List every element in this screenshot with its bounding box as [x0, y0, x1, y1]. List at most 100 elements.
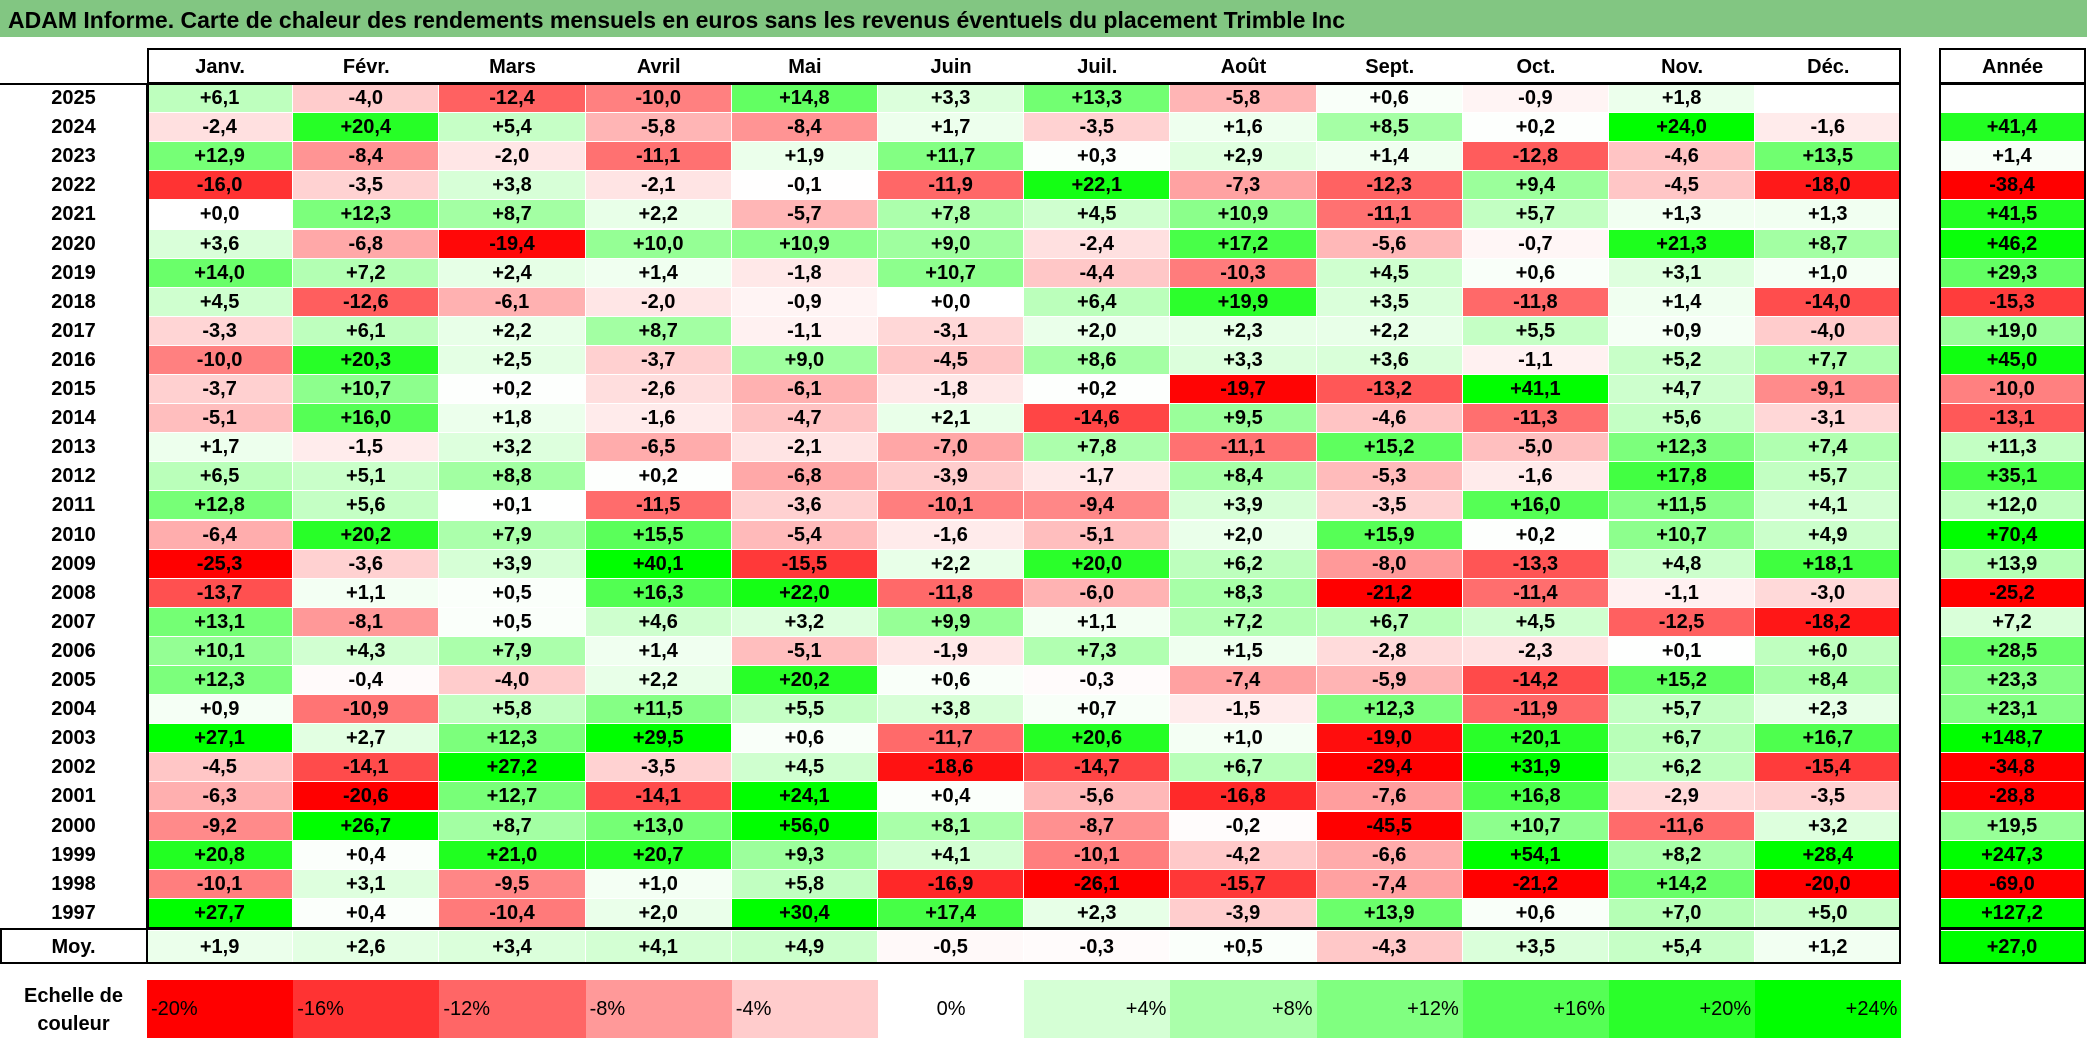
heatmap-cell: +1,4 — [585, 636, 732, 666]
annual-cell: +70,4 — [1939, 520, 2086, 550]
heatmap-cell: +21,0 — [439, 840, 586, 870]
year-label: 2014 — [51, 407, 96, 430]
heatmap-cell: -4,6 — [1316, 404, 1463, 434]
heatmap-cell: -1,8 — [731, 258, 878, 288]
heatmap-cell: -4,0 — [439, 666, 586, 696]
average-cell: +1,2 — [1755, 930, 1902, 963]
heatmap-cell: +4,5 — [1462, 607, 1609, 637]
heatmap-cell: -10,1 — [878, 491, 1025, 521]
heatmap-cell: +1,6 — [1170, 113, 1317, 143]
heatmap-cell: +1,8 — [439, 404, 586, 434]
heatmap-cell: -14,2 — [1462, 666, 1609, 696]
heatmap-cell: -3,5 — [1316, 491, 1463, 521]
heatmap-cell: +3,8 — [878, 695, 1025, 725]
color-scale-swatch: -20% — [147, 980, 294, 1038]
heatmap-cell: +0,4 — [293, 898, 440, 928]
heatmap-cell: +24,1 — [731, 782, 878, 812]
heatmap-cell: +5,6 — [293, 491, 440, 521]
heatmap-cell: -4,0 — [293, 84, 440, 114]
heatmap-cell: +0,3 — [1024, 142, 1171, 172]
heatmap-cell: +10,7 — [293, 375, 440, 405]
heatmap-cell: -3,9 — [878, 462, 1025, 492]
heatmap-cell: -19,0 — [1316, 724, 1463, 754]
heatmap-cell: -6,5 — [585, 433, 732, 463]
heatmap-cell: +27,7 — [147, 898, 294, 928]
heatmap-cell: +0,2 — [439, 375, 586, 405]
annual-cell: -28,8 — [1939, 782, 2086, 812]
average-cell: -0,5 — [878, 930, 1025, 963]
heatmap-cell: +6,7 — [1316, 607, 1463, 637]
annual-cell: -34,8 — [1939, 753, 2086, 783]
heatmap-cell: +3,9 — [1170, 491, 1317, 521]
heatmap-cell: +20,3 — [293, 345, 440, 375]
heatmap-cell: -3,5 — [1024, 113, 1171, 143]
annual-cell: -69,0 — [1939, 869, 2086, 899]
heatmap-cell: -7,4 — [1170, 666, 1317, 696]
heatmap-cell: -5,6 — [1316, 229, 1463, 259]
heatmap-cell: +4,5 — [1316, 258, 1463, 288]
heatmap-cell: -2,9 — [1609, 782, 1756, 812]
heatmap-cell: +0,0 — [878, 287, 1025, 317]
heatmap-cell: -6,8 — [731, 462, 878, 492]
heatmap-cell: -0,9 — [731, 287, 878, 317]
heatmap-cell: +3,5 — [1316, 287, 1463, 317]
heatmap-cell: +5,7 — [1755, 462, 1902, 492]
heatmap-cell: +22,1 — [1024, 171, 1171, 201]
heatmap-cell: -3,7 — [585, 345, 732, 375]
color-scale-swatch: +8% — [1170, 980, 1317, 1038]
heatmap-cell: +0,2 — [1024, 375, 1171, 405]
heatmap-cell: +8,8 — [439, 462, 586, 492]
heatmap-cell: -1,8 — [878, 375, 1025, 405]
average-cell: +3,4 — [439, 930, 586, 963]
heatmap-cell: -0,4 — [293, 666, 440, 696]
year-label: 2013 — [51, 436, 96, 459]
annual-cell: +7,2 — [1939, 607, 2086, 637]
heatmap-cell: -9,2 — [147, 811, 294, 841]
year-label: 2016 — [51, 348, 96, 371]
heatmap-cell: -14,1 — [585, 782, 732, 812]
heatmap-cell: +6,2 — [1609, 753, 1756, 783]
heatmap-cell: -12,5 — [1609, 607, 1756, 637]
heatmap-cell: -6,8 — [293, 229, 440, 259]
heatmap-cell: +2,2 — [878, 549, 1025, 579]
heatmap-cell: +1,4 — [1316, 142, 1463, 172]
heatmap-cell: +0,6 — [1462, 258, 1609, 288]
heatmap-cell: +1,7 — [147, 433, 294, 463]
heatmap-cell: +2,2 — [1316, 316, 1463, 346]
heatmap-cell: +0,7 — [1024, 695, 1171, 725]
heatmap-cell: -5,1 — [731, 636, 878, 666]
heatmap-cell: +1,0 — [585, 869, 732, 899]
year-label: 2008 — [51, 581, 96, 604]
heatmap-cell: +3,9 — [439, 549, 586, 579]
heatmap-cell: +0,4 — [878, 782, 1025, 812]
color-scale-swatch: +16% — [1462, 980, 1609, 1038]
heatmap-cell: +0,1 — [439, 491, 586, 521]
year-label: 2018 — [51, 290, 96, 313]
year-label: 2022 — [51, 174, 96, 197]
heatmap-cell: +16,7 — [1755, 724, 1902, 754]
heatmap-cell: +5,4 — [439, 113, 586, 143]
heatmap-cell: -4,5 — [147, 753, 294, 783]
heatmap-cell: +9,3 — [731, 840, 878, 870]
heatmap-cell: -7,3 — [1170, 171, 1317, 201]
heatmap-cell: -4,5 — [1609, 171, 1756, 201]
heatmap-cell: +8,7 — [439, 200, 586, 230]
heatmap-cell: +12,3 — [293, 200, 440, 230]
heatmap-cell: +21,3 — [1609, 229, 1756, 259]
heatmap-cell: -0,9 — [1462, 84, 1609, 114]
heatmap-cell: +16,0 — [293, 404, 440, 434]
heatmap-cell: +3,1 — [1609, 258, 1756, 288]
heatmap-cell: +17,4 — [878, 898, 1025, 928]
heatmap-cell: -1,7 — [1024, 462, 1171, 492]
heatmap-cell: -9,4 — [1024, 491, 1171, 521]
month-header: Déc. — [1755, 50, 1902, 84]
heatmap-cell: +27,1 — [147, 724, 294, 754]
annual-cell: +29,3 — [1939, 258, 2086, 288]
heatmap-cell: +17,2 — [1170, 229, 1317, 259]
heatmap-cell: -1,5 — [293, 433, 440, 463]
heatmap-cell: +7,8 — [1024, 433, 1171, 463]
heatmap-cell: +7,2 — [293, 258, 440, 288]
heatmap-cell: +10,9 — [1170, 200, 1317, 230]
heatmap-cell: +4,9 — [1755, 520, 1902, 550]
annual-cell: +11,3 — [1939, 433, 2086, 463]
